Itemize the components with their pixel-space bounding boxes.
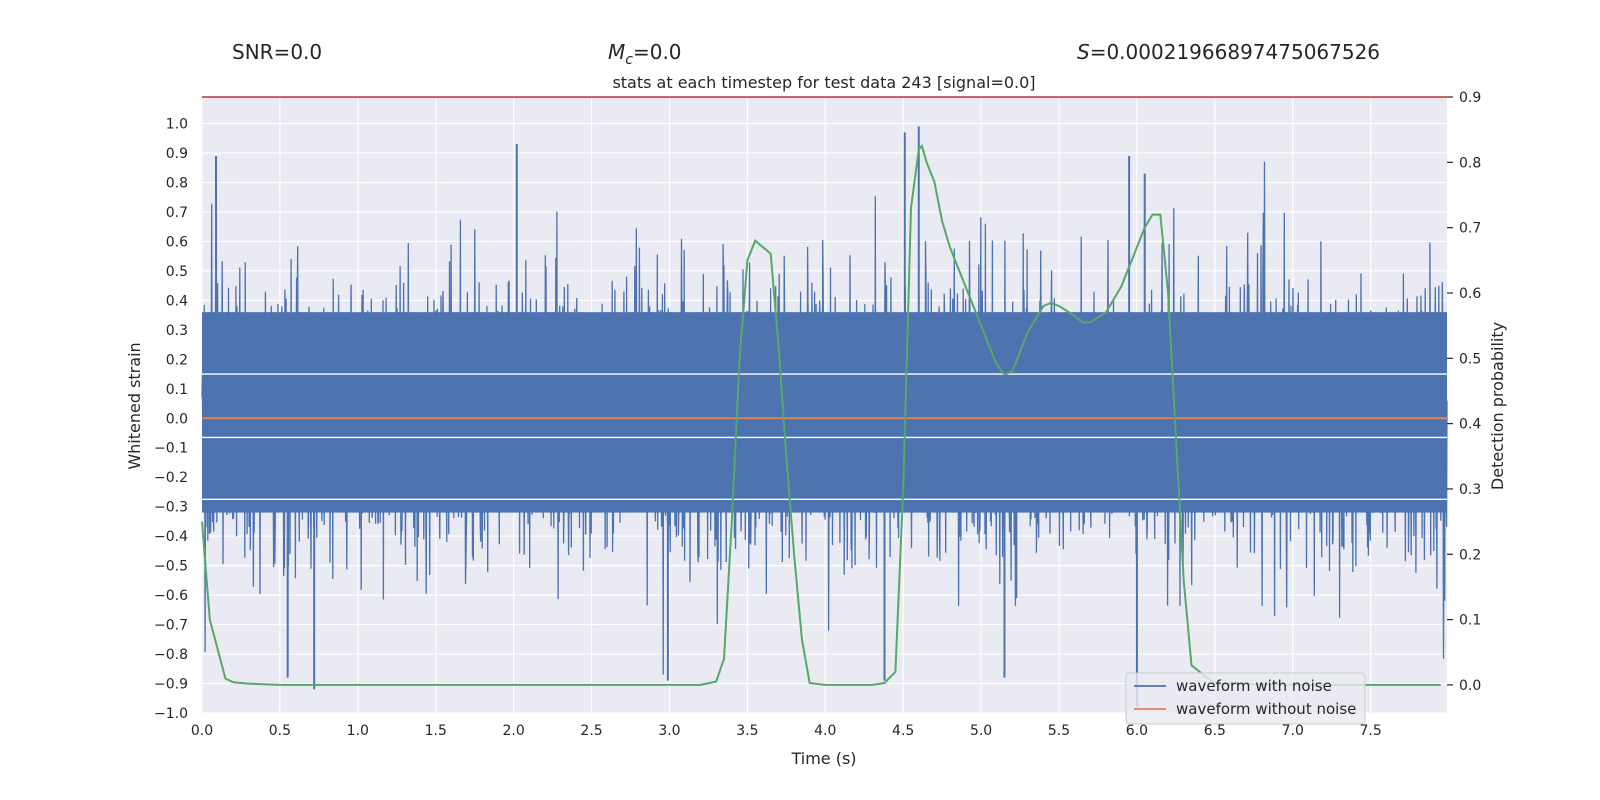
x-tick-label: 1.0 — [347, 723, 369, 739]
y2-tick-label: 0.2 — [1459, 547, 1481, 563]
y-tick-label: −0.3 — [154, 500, 188, 516]
legend-label-noise: waveform with noise — [1176, 677, 1332, 695]
y2-tick-label: 0.0 — [1459, 678, 1481, 694]
y-tick-label: 0.3 — [166, 323, 188, 339]
s-value: =0.00021966897475067526 — [1089, 40, 1381, 64]
y-tick-label: 0.0 — [166, 411, 188, 427]
chirp-mass-readout: Mc=0.0 — [608, 40, 682, 68]
y2-tick-label: 0.7 — [1459, 221, 1481, 237]
x-axis-ticks: 0.0 0.5 1.0 1.5 2.0 2.5 3.0 3.5 4.0 4.5 5.0 5.5 6.0 6… — [191, 723, 1382, 739]
y-tick-label: 0.1 — [166, 382, 188, 398]
snr-label: SNR= — [232, 40, 291, 64]
x-tick-label: 2.5 — [580, 723, 602, 739]
snr-readout: SNR=0.0 — [232, 40, 322, 64]
noisy-waveform-series — [201, 126, 1448, 708]
x-tick-label: 6.0 — [1126, 723, 1148, 739]
y-tick-label: −0.8 — [154, 647, 188, 663]
y-axis-label: Whitened strain — [125, 342, 144, 469]
x-tick-label: 1.5 — [425, 723, 447, 739]
noise-core-band — [202, 312, 1447, 513]
x-tick-label: 0.5 — [269, 723, 291, 739]
s-symbol: S — [1077, 40, 1090, 64]
x-tick-label: 7.5 — [1360, 723, 1382, 739]
s-statistic-readout: S=0.00021966897475067526 — [1077, 40, 1380, 64]
x-tick-label: 4.5 — [892, 723, 914, 739]
y2-axis-ticks: 0.9 0.8 0.7 0.6 0.5 0.4 0.3 0.2 0.1 0.0 — [1447, 90, 1481, 694]
x-tick-label: 3.0 — [658, 723, 680, 739]
y-tick-label: −0.1 — [154, 441, 188, 457]
snr-value: 0.0 — [290, 40, 323, 64]
mc-subscript: c — [625, 52, 633, 68]
x-axis-label: Time (s) — [790, 749, 856, 768]
y-tick-label: 0.8 — [166, 175, 188, 191]
y-tick-label: 0.4 — [166, 293, 188, 309]
y-tick-label: −1.0 — [154, 706, 188, 722]
x-tick-label: 4.0 — [814, 723, 836, 739]
y2-tick-label: 0.3 — [1459, 482, 1481, 498]
y-tick-label: −0.2 — [154, 470, 188, 486]
y2-axis-label: Detection probability — [1488, 322, 1507, 490]
y2-tick-label: 0.1 — [1459, 613, 1481, 629]
legend-label-clean: waveform without noise — [1176, 700, 1356, 718]
x-tick-label: 3.5 — [736, 723, 758, 739]
y2-tick-label: 0.9 — [1459, 90, 1481, 106]
y-tick-label: −0.7 — [154, 618, 188, 634]
x-tick-label: 0.0 — [191, 723, 213, 739]
y-tick-label: 0.9 — [166, 146, 188, 162]
y-tick-label: −0.5 — [154, 559, 188, 575]
y-tick-label: −0.9 — [154, 677, 188, 693]
y-tick-label: 0.2 — [166, 352, 188, 368]
chart-title: stats at each timestep for test data 243… — [612, 73, 1035, 92]
y2-tick-label: 0.8 — [1459, 155, 1481, 171]
y-axis-ticks: 1.0 0.9 0.8 0.7 0.6 0.5 0.4 0.3 0.2 0.1 0.0 −0.1 −0.… — [154, 117, 188, 722]
x-tick-label: 6.5 — [1204, 723, 1226, 739]
mc-value: =0.0 — [632, 40, 682, 64]
x-tick-label: 2.0 — [503, 723, 525, 739]
legend-box — [1125, 672, 1366, 725]
y-tick-label: 0.6 — [166, 234, 188, 250]
x-tick-label: 5.5 — [1048, 723, 1070, 739]
y2-tick-label: 0.5 — [1459, 351, 1481, 367]
y-tick-label: 1.0 — [166, 117, 188, 133]
y-tick-label: −0.4 — [154, 529, 188, 545]
y-tick-label: 0.7 — [166, 205, 188, 221]
y2-tick-label: 0.4 — [1459, 417, 1481, 433]
mc-symbol: M — [608, 40, 626, 64]
x-tick-label: 5.0 — [970, 723, 992, 739]
detection-probability-line — [201, 144, 1441, 686]
y2-tick-label: 0.6 — [1459, 286, 1481, 302]
y-tick-label: 0.5 — [166, 264, 188, 280]
x-tick-label: 7.0 — [1282, 723, 1304, 739]
y-tick-label: −0.6 — [154, 588, 188, 604]
legend: waveform with noise waveform without noi… — [1125, 672, 1366, 725]
